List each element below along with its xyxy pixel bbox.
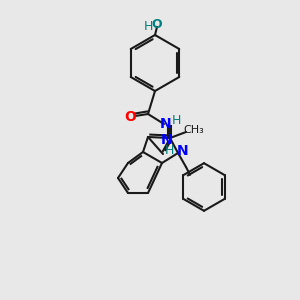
- Text: H: H: [164, 145, 174, 158]
- Text: O: O: [124, 110, 136, 124]
- Text: CH₃: CH₃: [184, 125, 204, 135]
- Text: H: H: [171, 113, 181, 127]
- Text: N: N: [160, 117, 172, 131]
- Text: O: O: [152, 19, 162, 32]
- Text: H: H: [143, 20, 153, 34]
- Text: N: N: [177, 144, 189, 158]
- Text: N: N: [161, 133, 173, 147]
